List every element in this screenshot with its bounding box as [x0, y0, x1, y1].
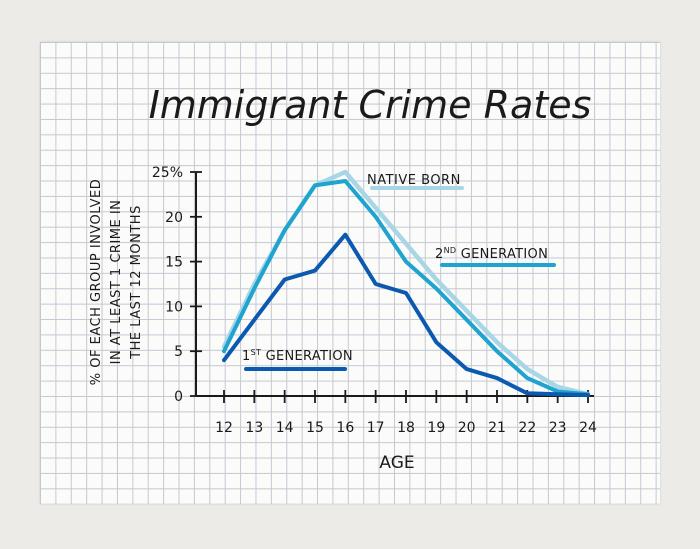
- legend-2nd-generation-suffix: ND: [444, 246, 457, 255]
- x-tick-label: 19: [427, 420, 445, 436]
- x-tick-label: 22: [518, 420, 536, 436]
- x-tick-label: 23: [549, 420, 567, 436]
- second-generation-line: [222, 179, 590, 397]
- x-tick-label: 15: [306, 420, 324, 436]
- y-axis-label-line-1: % OF EACH GROUP INVOLVED: [89, 179, 104, 385]
- y-tick-label: 15: [165, 255, 183, 271]
- legend-1st-generation-label: 1ST GENERATION: [242, 348, 353, 364]
- y-axis-label: % OF EACH GROUP INVOLVED IN AT LEAST 1 C…: [89, 179, 144, 385]
- legend-2nd-generation-word: GENERATION: [456, 247, 548, 262]
- x-tick-label: 18: [397, 420, 415, 436]
- legend-1st-generation-number: 1: [242, 349, 251, 364]
- legend-1st-generation-word: GENERATION: [261, 349, 353, 364]
- x-tick-label: 14: [276, 420, 294, 436]
- y-axis-label-line-3: THE LAST 12 MONTHS: [129, 205, 144, 360]
- x-tick-label: 17: [367, 420, 385, 436]
- legend-2nd-generation: 2ND GENERATION: [435, 246, 556, 267]
- legend-1st-generation-suffix: ST: [251, 348, 262, 357]
- legend-native-born-label: NATIVE BORN: [367, 173, 461, 188]
- first-generation-line: [222, 232, 590, 398]
- legend-2nd-generation-number: 2: [435, 247, 444, 262]
- y-tick-label: 5: [174, 344, 183, 360]
- x-tick-label: 24: [579, 420, 597, 436]
- x-tick-label: 12: [215, 420, 233, 436]
- legend-1st-generation: 1ST GENERATION: [242, 348, 353, 371]
- legend-2nd-generation-label: 2ND GENERATION: [435, 246, 548, 262]
- graph-paper: [40, 42, 660, 504]
- x-tick-label: 21: [488, 420, 506, 436]
- x-tick-label: 13: [245, 420, 263, 436]
- y-tick-label: 20: [165, 210, 183, 226]
- legend-native-born: NATIVE BORN: [367, 173, 464, 190]
- y-tick-label: 25%: [152, 165, 183, 181]
- chart-title: Immigrant Crime Rates: [149, 83, 592, 127]
- y-tick-label: 10: [165, 299, 183, 315]
- y-tick-label: 0: [174, 389, 183, 405]
- y-axis-label-line-2: IN AT LEAST 1 CRIME IN: [109, 200, 124, 365]
- x-tick-label: 20: [458, 420, 476, 436]
- x-axis-label: AGE: [379, 453, 414, 473]
- x-tick-label: 16: [336, 420, 354, 436]
